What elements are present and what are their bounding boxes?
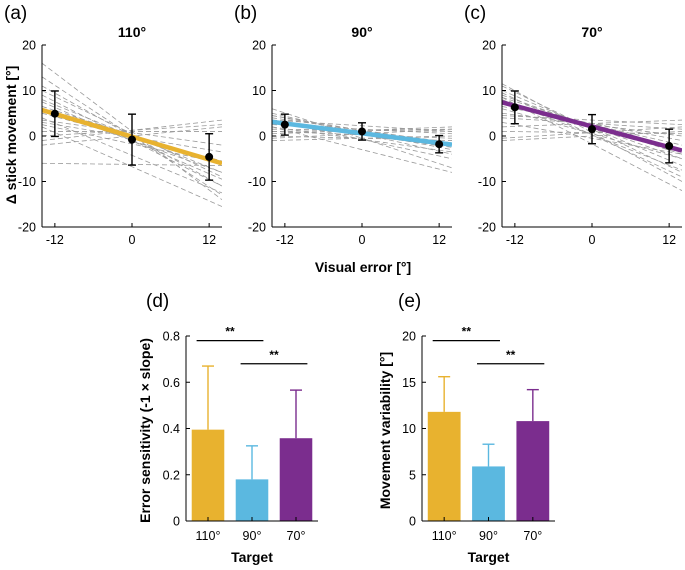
y-tick-label: 0: [259, 130, 266, 144]
panel-a: 20 10 0 -10 -20 -12 0 12 (a) 110°: [4, 3, 222, 247]
data-point: [588, 125, 596, 134]
data-point: [50, 109, 59, 118]
y-tick-label: 0.8: [163, 330, 180, 344]
data-point: [205, 152, 214, 161]
y-tick-label: -20: [248, 221, 266, 235]
x-tick-label: 12: [432, 233, 446, 247]
data-point: [280, 120, 289, 129]
subject-line: [502, 108, 682, 160]
x-tick-label: 110°: [196, 529, 221, 543]
panel-label: (a): [4, 3, 27, 24]
y-tick-label: 20: [252, 39, 266, 53]
y-tick-label: 20: [22, 39, 36, 53]
y-tick-label: 0: [173, 515, 180, 529]
y-tick-label: 10: [22, 84, 36, 98]
y-tick-label: 0.6: [163, 376, 180, 390]
significance-marker: **: [225, 325, 235, 339]
x-tick-label: 110°: [432, 529, 457, 543]
panel-title: 70°: [581, 24, 602, 40]
bar-panels: 110° 90° 70° ** ** 0 0.2 0.4 0.6 0.8 (d) Target Erro…: [137, 291, 555, 565]
bar: [191, 429, 225, 521]
plot-area: [272, 108, 452, 173]
subject-line: [272, 126, 452, 173]
data-point: [358, 127, 366, 136]
x-tick-label: 0: [359, 233, 366, 247]
significance-marker: **: [506, 348, 516, 362]
y-tick-label: 0: [489, 130, 496, 144]
data-point: [435, 140, 444, 149]
x-tick-label: 90°: [243, 529, 262, 543]
y-tick-label: 0.4: [163, 422, 180, 436]
y-tick-label: 10: [402, 422, 416, 436]
panel-title: 110°: [118, 24, 146, 40]
bar-chart-d: 110° 90° 70° ** ** 0 0.2 0.4 0.6 0.8 (d) Target Erro…: [137, 291, 318, 565]
y-tick-label: 20: [482, 39, 496, 53]
bar: [516, 421, 550, 521]
x-tick-label: 90°: [479, 529, 498, 543]
x-tick-label: 70°: [523, 529, 542, 543]
data-point: [665, 142, 674, 151]
panel-c: 20 10 0 -10 -20 -12 0 12 (c) 70°: [464, 3, 682, 247]
x-tick-label: 12: [662, 233, 676, 247]
significance-marker: **: [462, 325, 472, 339]
plot-area: [42, 62, 222, 207]
x-tick-label: -12: [276, 233, 294, 247]
y-tick-label: 15: [402, 376, 416, 390]
x-tick-label: 70°: [287, 529, 306, 543]
data-point: [510, 103, 519, 112]
y-tick-label: 0: [29, 130, 36, 144]
top-y-axis-label: Δ stick movement [°]: [3, 66, 19, 205]
y-tick-label: -10: [18, 175, 36, 189]
panel-b: 20 10 0 -10 -20 -12 0 12 (b) 90°: [234, 3, 452, 247]
y-axis-label: Error sensitivity (-1 × slope): [137, 338, 153, 523]
x-tick-label: 0: [129, 233, 136, 247]
x-axis-label: Target: [468, 549, 510, 565]
y-tick-label: -10: [478, 175, 496, 189]
data-point: [128, 135, 136, 144]
y-tick-label: 20: [402, 330, 416, 344]
y-tick-label: -20: [18, 221, 36, 235]
y-tick-label: 10: [482, 84, 496, 98]
x-tick-label: -12: [46, 233, 64, 247]
y-axis-label: Movement variability [°]: [377, 352, 393, 509]
y-tick-label: 5: [409, 468, 416, 482]
bar: [235, 479, 269, 521]
subject-line: [502, 96, 682, 191]
x-tick-label: -12: [506, 233, 524, 247]
bar: [472, 466, 505, 521]
subject-line: [42, 85, 222, 187]
panel-label: (c): [464, 3, 486, 24]
x-axis-label: Target: [231, 549, 273, 565]
y-tick-label: 10: [252, 84, 266, 98]
panel-label: (e): [398, 291, 421, 312]
subject-line: [42, 126, 222, 207]
scatter-panels: 20 10 0 -10 -20 -12 0 12 (a) 110° 20 10 0 -10 -20 -12 0 1…: [4, 3, 682, 247]
y-tick-label: -10: [248, 175, 266, 189]
panel-title: 90°: [351, 24, 372, 40]
panel-label: (d): [146, 291, 169, 312]
bar: [427, 411, 461, 521]
x-tick-label: 0: [589, 233, 596, 247]
top-x-axis-label: Visual error [°]: [315, 259, 411, 275]
y-tick-label: -20: [478, 221, 496, 235]
plot-area: [502, 83, 682, 191]
x-tick-label: 12: [202, 233, 216, 247]
bar-chart-e: 110° 90° 70° ** ** 0 5 10 15 20 (e) Target Movement …: [377, 291, 555, 565]
panel-label: (b): [234, 3, 257, 24]
bar: [279, 438, 313, 521]
significance-marker: **: [269, 348, 279, 362]
y-tick-label: 0.2: [163, 468, 180, 482]
y-tick-label: 0: [409, 515, 416, 529]
